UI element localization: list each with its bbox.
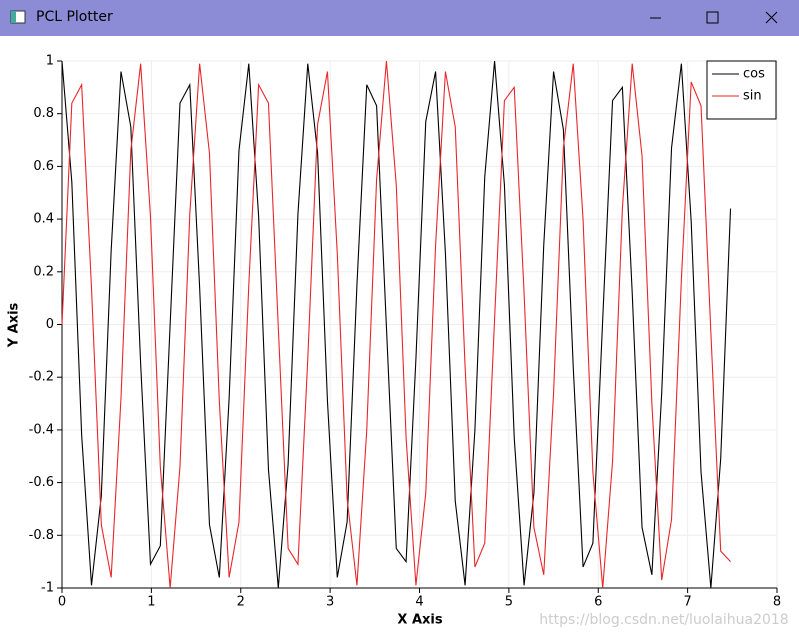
chart: X Axis Y Axis https://blog.csdn.net/luol… [7,54,789,629]
watermark: https://blog.csdn.net/luolaihua2018 [539,612,788,628]
y-tick-label: -0.8 [29,528,54,543]
line-series [61,60,731,589]
title-icons [10,10,778,24]
x-tick-label: 5 [505,595,513,610]
x-axis-label: X Axis [397,613,442,628]
close-button[interactable] [765,11,778,24]
y-tick-label: 0.8 [33,106,54,121]
y-tick-label: -0.4 [29,422,54,437]
y-tick-label: -0.2 [29,370,54,385]
x-tick-label: 3 [326,595,334,610]
x-tick-label: 7 [683,595,691,610]
x-tick-label: 1 [147,595,155,610]
y-tick-label: -0.6 [29,475,54,490]
app-icon-part [11,11,16,23]
y-tick-label: 0 [46,317,54,332]
x-tick-label: 0 [58,595,66,610]
line-series [61,60,732,589]
y-tick-label: 0.2 [33,264,54,279]
y-axis-label: Y Axis [7,302,22,348]
x-tick-label: 6 [594,595,602,610]
maximize-button[interactable] [706,11,719,24]
x-tick-label: 4 [415,595,423,610]
legend-label: cos [743,67,765,82]
title-bar: PCL Plotter [0,0,799,36]
legend-box [706,60,777,120]
y-tick-label: 1 [46,54,54,69]
y-tick-label: 0.4 [33,212,54,227]
x-tick-label: 8 [773,595,781,610]
x-tick-label: 2 [237,595,245,610]
y-tick-label: -1 [41,581,54,596]
y-tick-label: 0.6 [33,159,54,174]
legend-label: sin [743,89,762,104]
window-title: PCL Plotter [36,9,113,25]
